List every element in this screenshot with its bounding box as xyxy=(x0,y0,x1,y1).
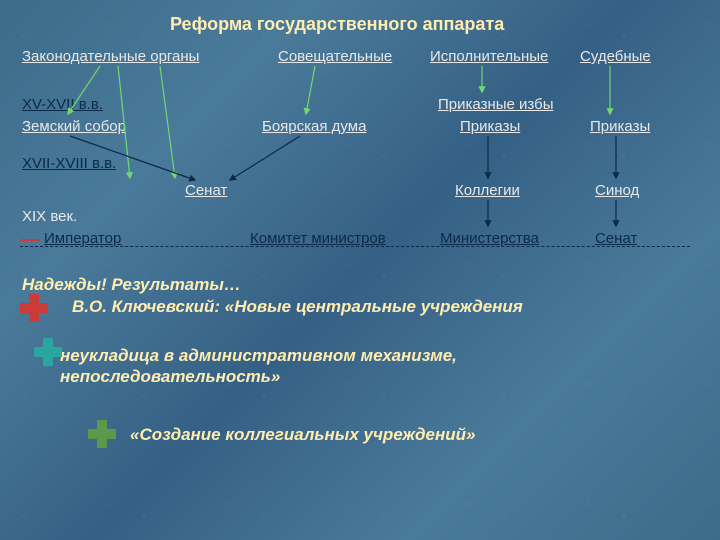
period-1: XV-XVII в.в. xyxy=(22,96,103,113)
row1-prikazy-court: Приказы xyxy=(590,118,650,135)
header-legislative: Законодательные органы xyxy=(22,48,199,65)
cross-green-icon xyxy=(88,420,116,448)
row1-prikaz-izby: Приказные избы xyxy=(438,96,553,113)
header-executive: Исполнительные xyxy=(430,48,548,65)
row3-committee: Комитет министров xyxy=(250,230,386,247)
cross-red-icon xyxy=(20,294,48,322)
row2-senate: Сенат xyxy=(185,182,227,199)
arrows-layer xyxy=(0,0,720,540)
footer-hopes: Надежды! Результаты… xyxy=(22,275,241,295)
footer-line3: неукладица в административном механизме,… xyxy=(60,345,620,388)
slide-title: Реформа государственного аппарата xyxy=(170,14,504,35)
row1-zemsky: Земский собор xyxy=(22,118,126,135)
footer-kluchevsky: В.О. Ключевский: «Новые центральные учре… xyxy=(72,297,523,317)
row3-emperor: Император xyxy=(44,230,121,247)
row3-senate: Сенат xyxy=(595,230,637,247)
row1-boyar: Боярская дума xyxy=(262,118,366,135)
cross-teal-icon xyxy=(34,338,62,366)
period-3: XIX век. xyxy=(22,208,77,225)
period-2: XVII-XVIII в.в. xyxy=(22,155,116,172)
row2-synod: Синод xyxy=(595,182,639,199)
footer-line4: «Создание коллегиальных учреждений» xyxy=(130,425,475,445)
red-dash xyxy=(20,239,40,241)
header-judicial: Судебные xyxy=(580,48,651,65)
dashed-rule xyxy=(20,246,690,247)
header-advisory: Совещательные xyxy=(278,48,392,65)
row3-ministries: Министерства xyxy=(440,230,539,247)
row2-kollegii: Коллегии xyxy=(455,182,520,199)
row1-prikazy: Приказы xyxy=(460,118,520,135)
